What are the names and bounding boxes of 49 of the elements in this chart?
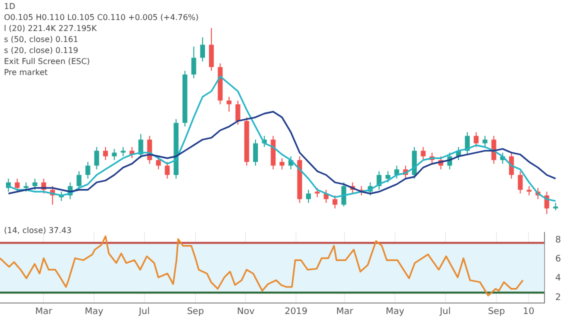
candlestick xyxy=(200,36,205,62)
text: O0.105 H0.110 L0.105 C0.110 +0.005 (+4.76%) xyxy=(4,12,199,23)
x-tick-label: May xyxy=(84,306,104,317)
y-tick-label: 8 xyxy=(555,235,562,246)
x-tick-label: Jul xyxy=(138,306,150,317)
candlestick xyxy=(314,187,320,198)
x-tick-label: 10 xyxy=(522,306,535,317)
annotation: Pre market xyxy=(4,67,49,78)
annotation: Exit Full Screen (ESC) xyxy=(4,56,91,67)
candlestick xyxy=(306,189,311,204)
candlestick xyxy=(85,161,90,180)
candlestick xyxy=(420,146,426,161)
annotation: s (50, close) 0.161 xyxy=(4,34,80,45)
x-tick-label: 2019 xyxy=(284,306,308,317)
candlestick xyxy=(32,178,38,190)
y-tick-label: 6 xyxy=(555,254,562,265)
x-tick-label: Mar xyxy=(35,306,52,317)
candlestick xyxy=(509,152,514,180)
annotation: l (20) 221.4K 227.195K xyxy=(4,23,98,34)
candlestick xyxy=(14,178,20,192)
x-tick-label: Sep xyxy=(488,306,506,317)
candlestick xyxy=(464,132,470,155)
x-tick-label: Sep xyxy=(186,306,204,317)
x-tick-label: Jul xyxy=(438,306,451,317)
candlestick xyxy=(332,194,338,209)
candlestick xyxy=(164,161,170,180)
candlestick xyxy=(280,158,284,170)
annotation: (14, close) 37.43 xyxy=(4,225,72,236)
x-tick-label: Nov xyxy=(236,306,256,317)
candlestick xyxy=(103,146,108,161)
candlestick xyxy=(112,148,117,161)
candlestick xyxy=(226,96,232,112)
chart-title: 1D xyxy=(4,1,16,12)
x-tick-label: May xyxy=(386,306,405,317)
candlestick xyxy=(235,100,240,126)
candlestick xyxy=(518,170,523,194)
candlestick xyxy=(474,132,479,148)
candlestick xyxy=(208,28,214,72)
candlestick xyxy=(94,146,100,170)
candlestick xyxy=(24,182,28,192)
candlestick xyxy=(191,46,196,79)
candlestick xyxy=(385,170,390,183)
x-tick-label: Mar xyxy=(336,306,354,317)
candlestick xyxy=(156,156,161,170)
candlestick xyxy=(253,139,258,166)
y-tick-label: 4 xyxy=(555,274,562,284)
annotation: s (20, close) 0.119 xyxy=(4,45,80,56)
candlestick xyxy=(482,135,488,148)
y-tick-label: 2 xyxy=(555,292,562,303)
